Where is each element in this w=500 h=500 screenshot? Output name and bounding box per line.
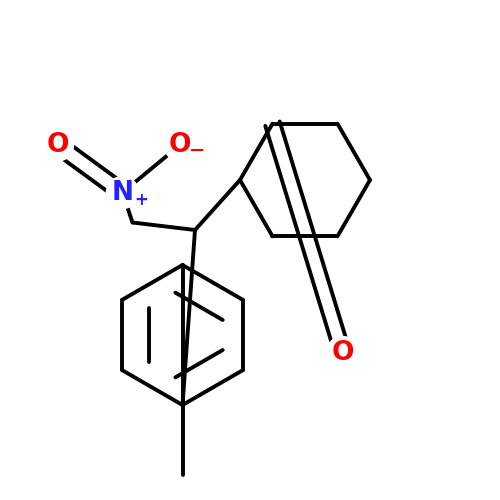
Circle shape [42,129,74,161]
Text: +: + [134,191,148,209]
Circle shape [106,176,138,208]
Circle shape [326,336,358,368]
Text: O: O [169,132,191,158]
Text: N: N [112,180,134,206]
Text: O: O [46,132,69,158]
Text: O: O [331,340,354,365]
Circle shape [164,129,196,161]
Text: −: − [190,140,206,160]
